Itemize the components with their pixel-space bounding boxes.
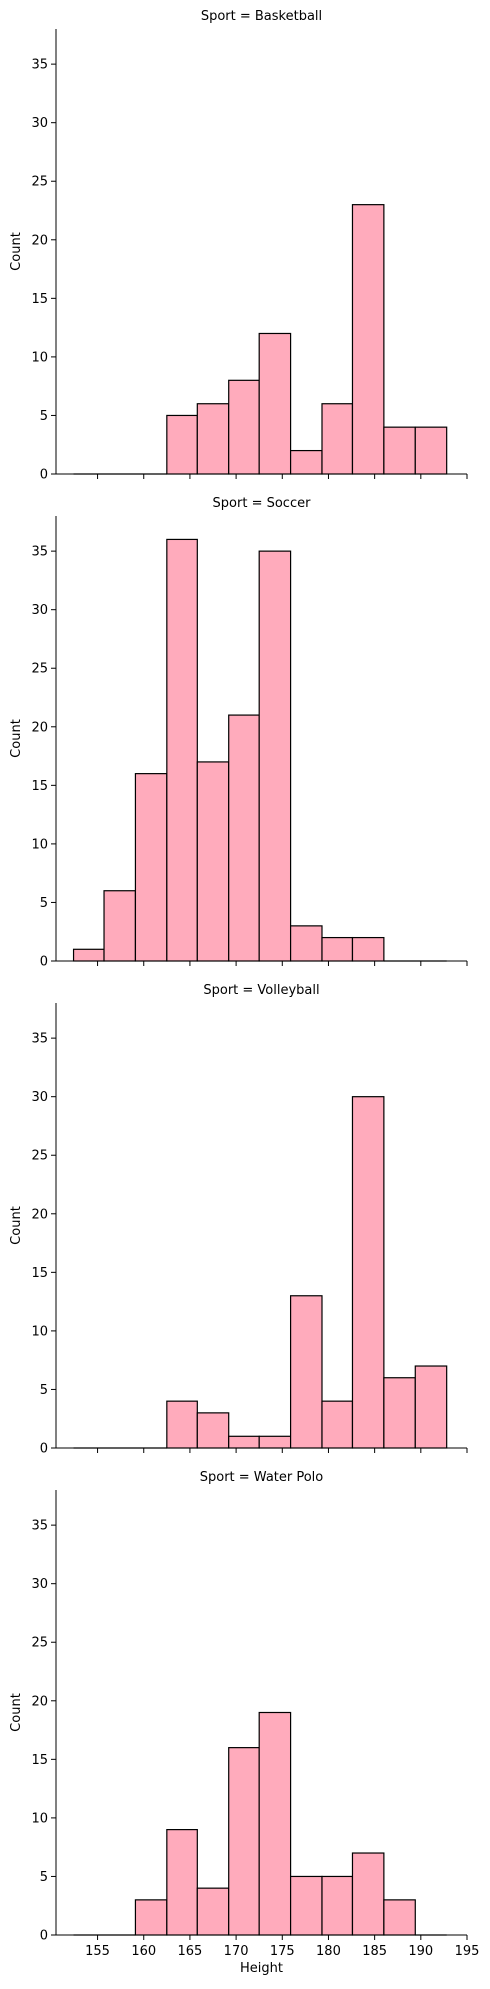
bar [351,1852,385,1936]
bar [289,1875,323,1936]
bar [321,936,354,962]
bar [351,204,385,475]
bar [289,1295,323,1449]
y-tick-label: 0 [40,1929,48,1944]
y-tick-label: 15 [31,292,48,307]
x-tick-label: 195 [455,1944,480,1959]
bar [134,773,168,962]
bar [258,332,292,475]
y-tick-label: 15 [31,1266,48,1281]
bar [228,714,260,962]
x-tick-label: 180 [316,1944,341,1959]
y-tick-label: 20 [31,1207,48,1222]
panel-water-polo: Sport = Water Polo 0 5 10 15 20 25 30 35 155 160 16… [9,1470,479,1959]
y-tick-label: 30 [31,1577,48,1592]
x-tick-label: 175 [270,1944,295,1959]
panel-title: Sport = Soccer [213,496,312,511]
y-tick-label: 20 [31,233,48,248]
y-axis-title: Count [9,1206,24,1245]
bar [72,948,105,962]
bar [414,426,448,475]
panel-soccer: Sport = Soccer 0 5 10 15 20 25 30 35 Count [9,496,468,970]
bar [134,1899,168,1936]
y-tick-label: 0 [40,955,48,970]
bar [196,1887,230,1936]
y-tick-label: 30 [31,1090,48,1105]
bar [166,538,198,962]
bar [228,379,260,475]
x-tick-label: 155 [85,1944,110,1959]
y-tick-label: 30 [31,603,48,618]
y-tick-label: 10 [31,350,48,365]
bar [321,1875,354,1936]
x-tick-label: 185 [362,1944,387,1959]
y-tick-label: 20 [31,720,48,735]
y-tick-label: 5 [40,409,48,424]
bar [414,1365,448,1449]
bar [166,414,198,475]
y-axis-title: Count [9,1693,24,1732]
y-tick-label: 35 [31,58,48,73]
bar [289,925,323,962]
y-tick-label: 25 [31,1149,48,1164]
panel-title: Sport = Volleyball [203,983,319,998]
bar [228,1435,260,1449]
bar [289,449,323,475]
bar [196,761,230,962]
y-tick-label: 0 [40,1442,48,1457]
x-tick-label: 190 [408,1944,433,1959]
bar [196,1412,230,1449]
panel-volleyball: Sport = Volleyball 0 5 10 15 20 25 30 35 Count [9,983,468,1457]
y-tick-label: 10 [31,1811,48,1826]
bar [383,1377,416,1449]
y-tick-label: 25 [31,662,48,677]
y-tick-label: 10 [31,1324,48,1339]
y-axis-title: Count [9,232,24,271]
bar [321,403,354,475]
bar [383,1899,416,1936]
y-tick-label: 0 [40,468,48,483]
y-tick-label: 5 [40,1870,48,1885]
bar [351,1096,385,1449]
bar [228,1747,260,1936]
y-tick-label: 35 [31,1519,48,1534]
bar [351,936,385,962]
panel-title: Sport = Basketball [201,9,322,24]
y-tick-label: 30 [31,116,48,131]
bar [103,890,137,962]
bar [196,403,230,475]
bar [166,1400,198,1449]
y-tick-label: 35 [31,1032,48,1047]
x-tick-label: 165 [178,1944,203,1959]
y-tick-label: 5 [40,896,48,911]
panel-basketball: Sport = Basketball 0 5 10 15 20 25 30 35 Count [9,9,468,483]
y-tick-label: 35 [31,545,48,560]
bar [321,1400,354,1449]
y-tick-label: 10 [31,837,48,852]
bar [258,1711,292,1936]
bar [258,1435,292,1449]
y-tick-label: 25 [31,175,48,190]
bar [166,1829,198,1936]
x-tick-label: 160 [131,1944,156,1959]
y-tick-label: 15 [31,779,48,794]
panel-title: Sport = Water Polo [200,1470,324,1485]
y-tick-label: 20 [31,1694,48,1709]
bar [258,550,292,962]
y-tick-label: 25 [31,1636,48,1651]
x-tick-label: 170 [224,1944,249,1959]
x-axis-title: Height [240,1961,283,1976]
y-axis-title: Count [9,719,24,758]
bar [383,426,416,475]
y-tick-label: 5 [40,1383,48,1398]
y-tick-label: 15 [31,1753,48,1768]
